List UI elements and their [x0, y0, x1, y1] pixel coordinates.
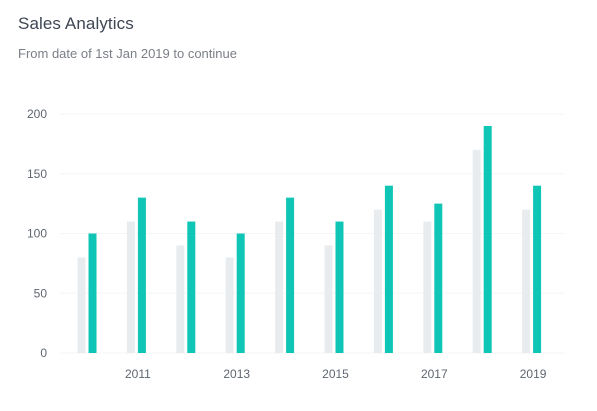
y-tick-label: 150 — [27, 167, 47, 181]
x-tick-label: 2019 — [520, 367, 547, 381]
secondary-bar-2017 — [423, 221, 432, 353]
x-axis: 2011 2013 2015 2017 2019 — [125, 367, 547, 381]
bars — [77, 125, 542, 353]
y-tick-label: 0 — [40, 346, 47, 360]
y-tick-label: 50 — [34, 286, 48, 300]
primary-bar-2016 — [384, 185, 393, 353]
primary-bar-2015 — [335, 221, 344, 353]
primary-bar-2011 — [137, 197, 146, 353]
y-axis: 0 50 100 150 200 — [27, 107, 47, 360]
secondary-bar-2015 — [324, 245, 333, 353]
secondary-bar-2016 — [373, 209, 382, 353]
primary-bar-2014 — [286, 197, 295, 353]
primary-bar-2019 — [533, 185, 542, 353]
primary-bar-2013 — [236, 233, 245, 353]
secondary-bar-2013 — [225, 257, 234, 353]
x-tick-label: 2015 — [322, 367, 349, 381]
primary-bar-2010 — [88, 233, 97, 353]
y-tick-label: 100 — [27, 227, 47, 241]
chart-title: Sales Analytics — [18, 14, 134, 33]
x-tick-label: 2017 — [421, 367, 448, 381]
primary-bar-2018 — [483, 125, 492, 353]
chart-subtitle: From date of 1st Jan 2019 to continue — [18, 46, 237, 61]
secondary-bar-2011 — [126, 221, 135, 353]
x-tick-label: 2011 — [125, 367, 151, 381]
secondary-bar-2010 — [77, 257, 86, 353]
secondary-bar-2014 — [275, 221, 284, 353]
y-tick-label: 200 — [27, 107, 47, 121]
primary-bar-2012 — [187, 221, 196, 353]
secondary-bar-2019 — [522, 209, 531, 353]
secondary-bar-2018 — [472, 149, 481, 353]
x-tick-label: 2013 — [223, 367, 250, 381]
primary-bar-2017 — [434, 203, 443, 353]
secondary-bar-2012 — [176, 245, 185, 353]
